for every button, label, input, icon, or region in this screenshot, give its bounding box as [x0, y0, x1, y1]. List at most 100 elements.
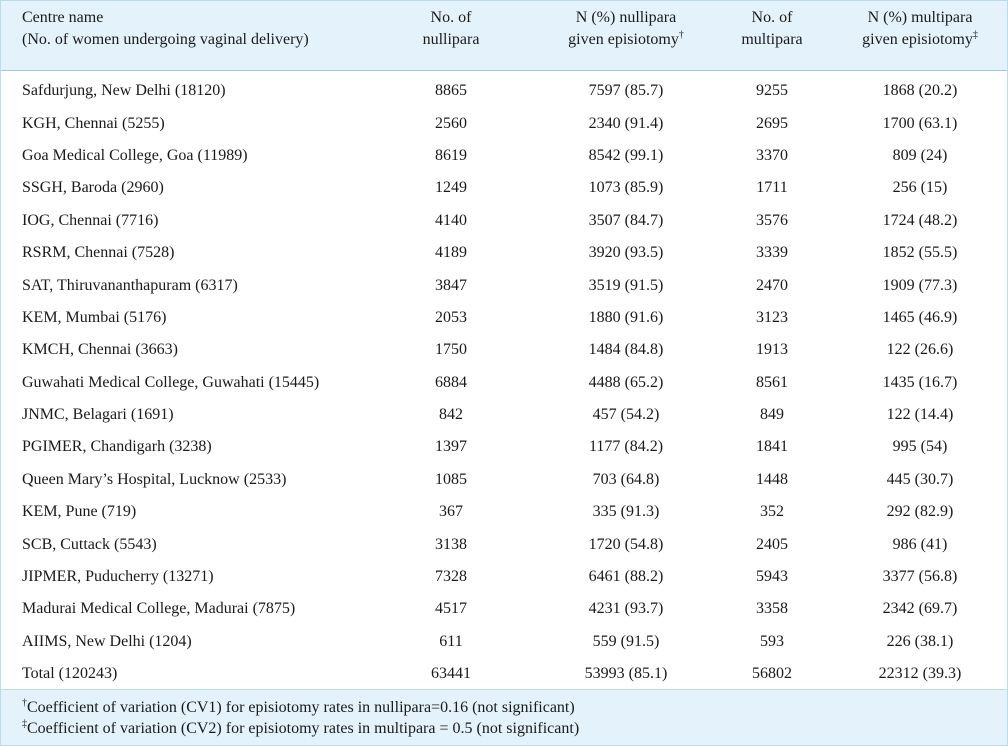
- multipara-episiotomy-cell: 986 (41): [892, 535, 948, 553]
- nullipara-count-cell: 1085: [435, 470, 467, 488]
- nullipara-count-cell: 8619: [435, 146, 467, 164]
- table-row: SAT, Thiruvananthapuram (6317) 3847 3519 (…: [1, 269, 1007, 301]
- nullipara-episiotomy-cell: 457 (54.2): [592, 406, 660, 424]
- table-row: KMCH, Chennai (3663) 1750 1484 (84.8) 1913 1…: [1, 334, 1007, 366]
- centre-name-cell: SSGH, Baroda (2960): [22, 179, 164, 197]
- table-row: KEM, Mumbai (5176) 2053 1880 (91.6) 3123 146…: [1, 302, 1007, 334]
- multipara-episiotomy-cell: 292 (82.9): [886, 503, 954, 521]
- table-row: JNMC, Belagari (1691) 842 457 (54.2) 849 122…: [1, 399, 1007, 431]
- multipara-episiotomy-cell: 22312 (39.3): [878, 665, 962, 683]
- multipara-episiotomy-cell: 1852 (55.5): [882, 244, 958, 262]
- multipara-episiotomy-cell: 1724 (48.2): [882, 211, 958, 229]
- multipara-episiotomy-cell: 1700 (63.1): [882, 114, 958, 132]
- centre-name-cell: JIPMER, Puducherry (13271): [22, 568, 214, 586]
- header-nullipara-count: No. of nullipara: [422, 9, 480, 48]
- nullipara-episiotomy-cell: 703 (64.8): [592, 470, 660, 488]
- multipara-episiotomy-cell: 226 (38.1): [886, 632, 954, 650]
- table-body: Safdurjung, New Delhi (18120) 8865 7597 (8…: [1, 71, 1007, 690]
- multipara-episiotomy-cell: 3377 (56.8): [882, 568, 958, 586]
- nullipara-count-cell: 63441: [431, 665, 471, 683]
- footnote-cv1: †Coefficient of variation (CV1) for epis…: [22, 697, 575, 716]
- table-row: IOG, Chennai (7716) 4140 3507 (84.7) 3576 17…: [1, 205, 1007, 237]
- nullipara-episiotomy-cell: 8542 (99.1): [588, 146, 664, 164]
- multipara-count-cell: 3576: [756, 211, 788, 229]
- nullipara-episiotomy-cell: 1073 (85.9): [588, 179, 664, 197]
- multipara-count-cell: 1448: [756, 470, 788, 488]
- nullipara-count-cell: 3138: [435, 535, 467, 553]
- nullipara-count-cell: 1750: [435, 341, 467, 359]
- table-row: SSGH, Baroda (2960) 1249 1073 (85.9) 1711 25…: [1, 172, 1007, 204]
- multipara-episiotomy-cell: 122 (26.6): [886, 341, 954, 359]
- multipara-episiotomy-cell: 1435 (16.7): [882, 373, 958, 391]
- centre-name-cell: JNMC, Belagari (1691): [22, 406, 174, 424]
- multipara-count-cell: 1711: [756, 179, 788, 197]
- nullipara-count-cell: 2053: [435, 308, 467, 326]
- centre-name-cell: Queen Mary’s Hospital, Lucknow (2533): [22, 470, 287, 488]
- table-header: Centre name (No. of women undergoing vag…: [1, 1, 1007, 71]
- multipara-count-cell: 5943: [756, 568, 788, 586]
- centre-name-cell: Goa Medical College, Goa (11989): [22, 146, 248, 164]
- nullipara-episiotomy-cell: 2340 (91.4): [588, 114, 664, 132]
- nullipara-episiotomy-cell: 4231 (93.7): [588, 600, 664, 618]
- multipara-count-cell: 9255: [756, 82, 788, 100]
- nullipara-episiotomy-cell: 1484 (84.8): [588, 341, 664, 359]
- multipara-episiotomy-cell: 809 (24): [892, 146, 948, 164]
- nullipara-count-cell: 3847: [435, 276, 467, 294]
- centre-name-cell: SAT, Thiruvananthapuram (6317): [22, 276, 238, 294]
- centre-name-cell: Safdurjung, New Delhi (18120): [22, 82, 226, 100]
- nullipara-episiotomy-cell: 6461 (88.2): [588, 568, 664, 586]
- multipara-count-cell: 3358: [756, 600, 788, 618]
- multipara-episiotomy-cell: 1465 (46.9): [882, 308, 958, 326]
- table-row: RSRM, Chennai (7528) 4189 3920 (93.5) 3339 1…: [1, 237, 1007, 269]
- centre-name-cell: KEM, Pune (719): [22, 503, 137, 521]
- multipara-count-cell: 2405: [756, 535, 788, 553]
- multipara-count-cell: 352: [760, 503, 784, 521]
- header-multipara-count: No. of multipara: [741, 9, 803, 48]
- multipara-episiotomy-cell: 2342 (69.7): [882, 600, 958, 618]
- table-row: Goa Medical College, Goa (11989) 8619 8542…: [1, 140, 1007, 172]
- nullipara-episiotomy-cell: 559 (91.5): [592, 632, 660, 650]
- multipara-count-cell: 8561: [756, 373, 788, 391]
- multipara-count-cell: 56802: [752, 665, 792, 683]
- multipara-count-cell: 1841: [756, 438, 788, 456]
- header-nullipara-episiotomy: N (%) nullipara given episiotomy†: [568, 9, 684, 48]
- nullipara-episiotomy-cell: 1720 (54.8): [588, 535, 664, 553]
- nullipara-count-cell: 4189: [435, 244, 467, 262]
- nullipara-episiotomy-cell: 3507 (84.7): [588, 211, 664, 229]
- multipara-count-cell: 593: [760, 632, 784, 650]
- multipara-count-cell: 2470: [756, 276, 788, 294]
- centre-name-cell: Total (120243): [22, 665, 118, 683]
- multipara-episiotomy-cell: 122 (14.4): [886, 406, 954, 424]
- nullipara-count-cell: 8865: [435, 82, 467, 100]
- nullipara-episiotomy-cell: 53993 (85.1): [584, 665, 668, 683]
- multipara-episiotomy-cell: 995 (54): [892, 438, 948, 456]
- centre-name-cell: Guwahati Medical College, Guwahati (1544…: [22, 373, 320, 391]
- centre-name-cell: SCB, Cuttack (5543): [22, 535, 157, 553]
- multipara-count-cell: 3123: [756, 308, 788, 326]
- nullipara-count-cell: 842: [439, 406, 463, 424]
- table-footnotes: †Coefficient of variation (CV1) for epis…: [1, 689, 1007, 745]
- centre-name-cell: Madurai Medical College, Madurai (7875): [22, 600, 296, 618]
- centre-name-cell: RSRM, Chennai (7528): [22, 244, 175, 262]
- multipara-count-cell: 849: [760, 406, 784, 424]
- table-row: Queen Mary’s Hospital, Lucknow (2533) 108…: [1, 464, 1007, 496]
- centre-name-cell: KGH, Chennai (5255): [22, 114, 165, 132]
- nullipara-count-cell: 367: [439, 503, 463, 521]
- centre-name-cell: KMCH, Chennai (3663): [22, 341, 178, 359]
- nullipara-episiotomy-cell: 4488 (65.2): [588, 373, 664, 391]
- table-row: SCB, Cuttack (5543) 3138 1720 (54.8) 2405 98…: [1, 528, 1007, 560]
- header-centre-name: Centre name (No. of women undergoing vag…: [22, 9, 309, 48]
- nullipara-count-cell: 1249: [435, 179, 467, 197]
- centre-name-cell: KEM, Mumbai (5176): [22, 308, 167, 326]
- nullipara-count-cell: 2560: [435, 114, 467, 132]
- multipara-count-cell: 3339: [756, 244, 788, 262]
- table-row: JIPMER, Puducherry (13271) 7328 6461 (88.2…: [1, 561, 1007, 593]
- header-multipara-episiotomy: N (%) multipara given episiotomy‡: [862, 9, 978, 48]
- table-row: Safdurjung, New Delhi (18120) 8865 7597 (8…: [1, 75, 1007, 107]
- nullipara-episiotomy-cell: 7597 (85.7): [588, 82, 664, 100]
- table-row: KEM, Pune (719) 367 335 (91.3) 352 292 (82.9…: [1, 496, 1007, 528]
- multipara-count-cell: 3370: [756, 146, 788, 164]
- nullipara-episiotomy-cell: 1880 (91.6): [588, 308, 664, 326]
- footnote-cv2: ‡Coefficient of variation (CV2) for epis…: [22, 718, 580, 737]
